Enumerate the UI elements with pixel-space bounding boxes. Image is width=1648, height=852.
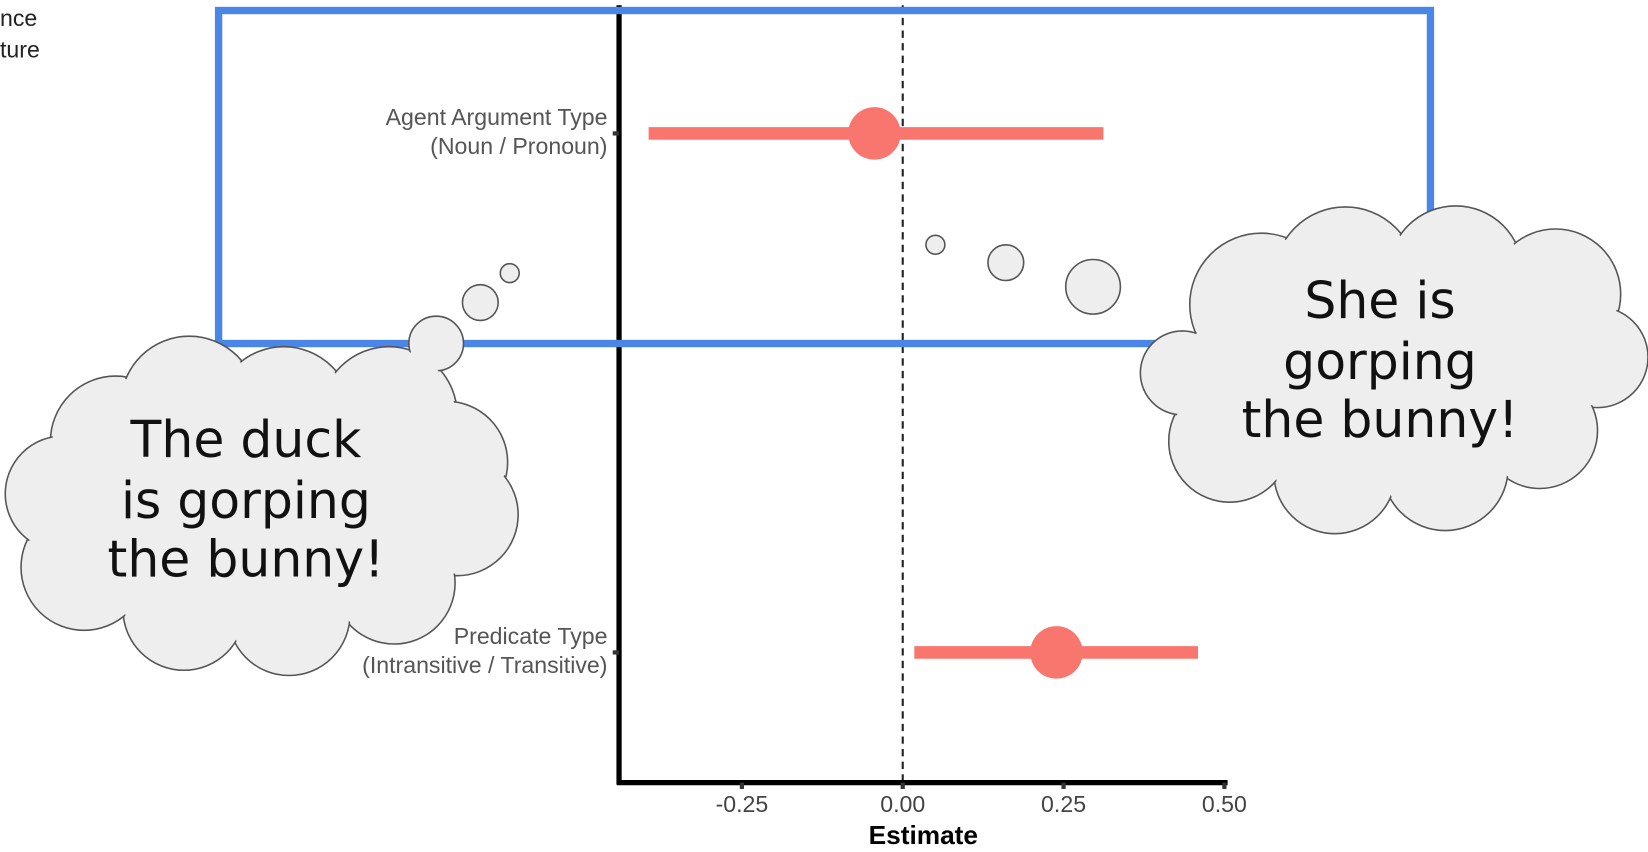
bubble-text: the bunny! (108, 530, 385, 589)
slide: nce ture -0.25 0.00 0.25 0.50 Estimate Agent … (0, 0, 1648, 852)
bubble-text: the bunny! (1242, 390, 1519, 449)
corner-text: ture (0, 37, 40, 63)
thought-cloud: The duck is gorping the bunny! (5, 264, 519, 676)
estimate-point (1030, 626, 1083, 679)
estimate-point (848, 107, 901, 160)
bubble-text: gorping (1283, 332, 1477, 391)
y-tick-label: (Intransitive / Transitive) (362, 652, 607, 678)
y-tick-label: Agent Argument Type (386, 104, 608, 130)
thought-cloud: She is gorping the bunny! (926, 206, 1648, 534)
x-axis-title: Estimate (869, 820, 978, 850)
x-tick-label: 0.25 (1041, 791, 1086, 817)
x-tick-label: 0.00 (880, 791, 925, 817)
x-tick-label: -0.25 (716, 791, 769, 817)
corner-text: nce (0, 5, 37, 31)
bubble-text: is gorping (121, 471, 371, 530)
y-tick-label: Predicate Type (454, 623, 608, 649)
y-tick-label: (Noun / Pronoun) (430, 133, 607, 159)
x-tick-label: 0.50 (1202, 791, 1247, 817)
bubble-text: The duck (130, 410, 363, 469)
bubble-text: She is (1304, 271, 1455, 330)
